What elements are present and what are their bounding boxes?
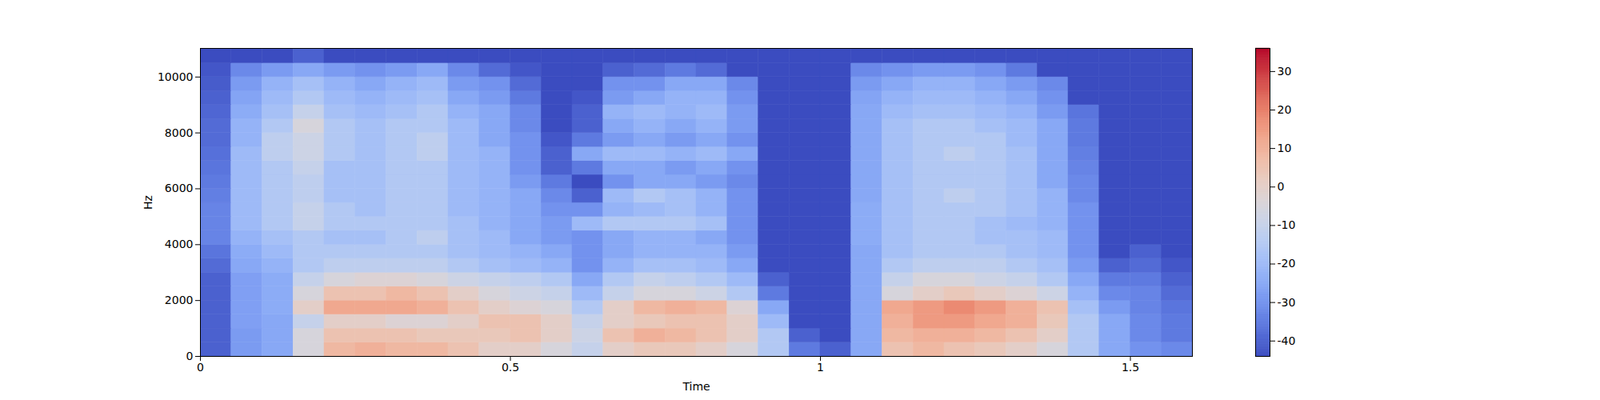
svg-text:Hz: Hz [141, 195, 155, 210]
svg-text:30: 30 [1277, 64, 1292, 78]
svg-text:-40: -40 [1277, 334, 1296, 348]
svg-text:10: 10 [1277, 141, 1292, 155]
svg-text:0: 0 [196, 360, 204, 374]
svg-text:4000: 4000 [164, 237, 194, 251]
svg-text:1: 1 [816, 360, 824, 374]
svg-text:0: 0 [1277, 180, 1285, 193]
svg-text:-20: -20 [1277, 256, 1296, 270]
svg-text:0.5: 0.5 [501, 360, 520, 374]
svg-text:6000: 6000 [164, 181, 194, 195]
svg-text:1.5: 1.5 [1121, 360, 1140, 374]
svg-text:-10: -10 [1277, 218, 1296, 232]
svg-text:10000: 10000 [157, 70, 194, 84]
svg-text:2000: 2000 [164, 293, 194, 307]
svg-text:0: 0 [186, 349, 194, 363]
svg-text:20: 20 [1277, 103, 1292, 116]
svg-text:8000: 8000 [164, 126, 194, 140]
svg-text:Time: Time [681, 380, 710, 393]
svg-text:-30: -30 [1277, 296, 1296, 309]
